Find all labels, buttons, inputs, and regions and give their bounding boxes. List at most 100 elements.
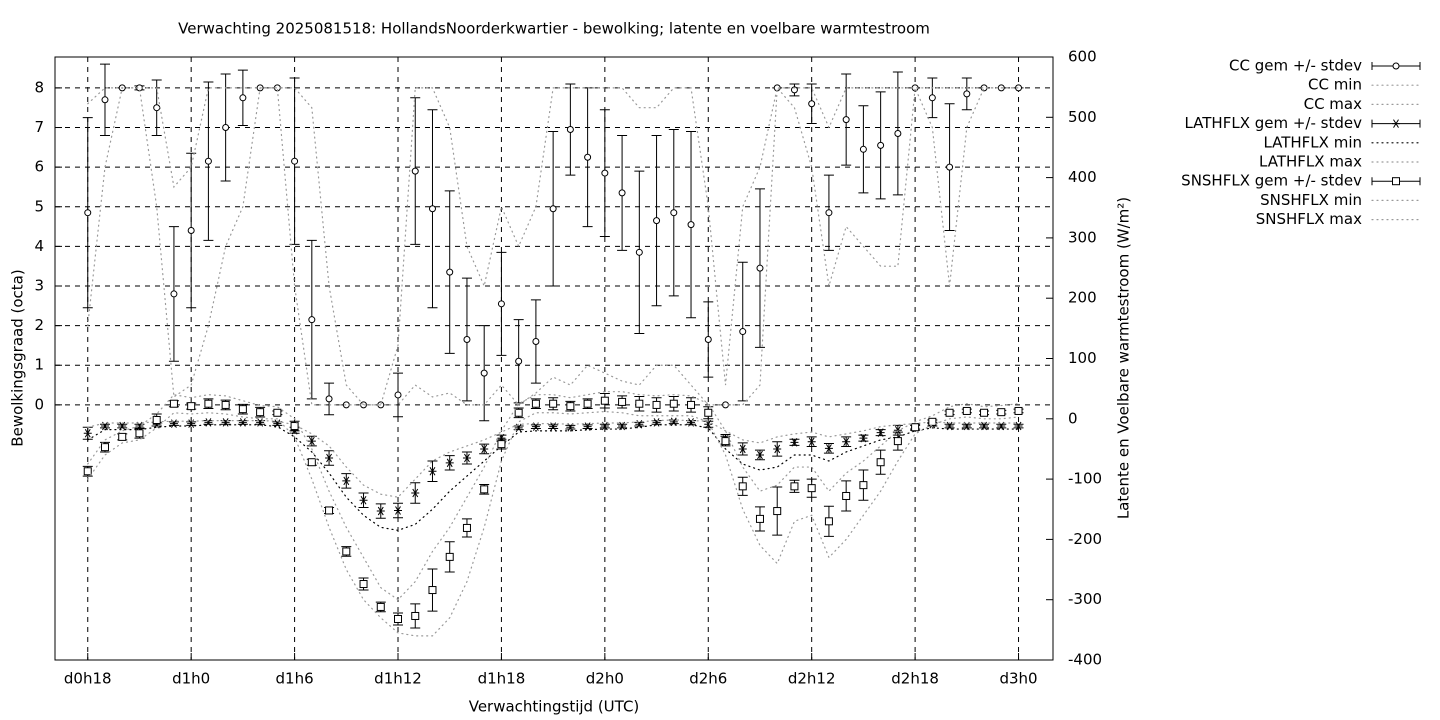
marker xyxy=(739,328,747,336)
marker xyxy=(462,523,471,532)
marker xyxy=(445,458,454,468)
marker xyxy=(808,100,816,108)
marker xyxy=(463,335,471,343)
marker xyxy=(911,423,920,432)
x-tick-label: d2h12 xyxy=(788,670,836,688)
marker xyxy=(187,227,195,235)
marker xyxy=(170,290,178,298)
marker xyxy=(618,189,626,197)
min-max-line xyxy=(87,391,1020,601)
marker xyxy=(480,444,489,454)
marker xyxy=(204,157,212,165)
marker xyxy=(670,209,678,217)
marker xyxy=(945,408,954,417)
y2-tick-label: -200 xyxy=(1068,530,1102,548)
marker xyxy=(342,547,351,556)
y-tick-label: 5 xyxy=(34,197,44,215)
min-max-line xyxy=(87,419,1020,498)
marker xyxy=(825,209,833,217)
marker xyxy=(497,300,505,308)
legend-label: SNSHFLX max xyxy=(1256,210,1362,228)
marker xyxy=(428,586,437,595)
marker xyxy=(83,429,92,438)
marker xyxy=(635,399,644,408)
marker xyxy=(704,408,713,417)
legend-label: CC gem +/- stdev xyxy=(1229,57,1362,75)
y-tick-label: 4 xyxy=(34,237,44,255)
marker xyxy=(807,437,816,446)
marker xyxy=(169,399,178,408)
marker xyxy=(618,397,627,406)
marker xyxy=(790,482,799,491)
marker xyxy=(359,495,368,505)
marker xyxy=(256,408,265,417)
marker xyxy=(859,145,867,153)
marker xyxy=(411,488,420,498)
y2-tick-label: -300 xyxy=(1068,590,1102,608)
marker xyxy=(308,316,316,324)
marker xyxy=(325,506,334,515)
marker xyxy=(101,96,109,104)
marker xyxy=(100,443,109,452)
y2-tick-label: 600 xyxy=(1068,48,1097,66)
marker xyxy=(152,416,161,425)
marker xyxy=(532,337,540,345)
marker xyxy=(963,90,971,98)
legend-label: LATHFLX max xyxy=(1259,153,1362,171)
marker xyxy=(118,421,127,431)
marker xyxy=(135,429,144,438)
y2-tick-label: 200 xyxy=(1068,289,1097,307)
marker xyxy=(411,611,420,620)
marker xyxy=(153,104,161,112)
legend-label: SNSHFLX min xyxy=(1260,191,1362,209)
marker xyxy=(514,408,523,417)
marker xyxy=(652,400,661,409)
y2-tick-label: -100 xyxy=(1068,470,1102,488)
marker xyxy=(824,517,833,526)
marker xyxy=(980,408,989,417)
min-max-line xyxy=(87,410,1020,637)
marker xyxy=(962,406,971,415)
marker xyxy=(1014,406,1023,415)
y-tick-label: 7 xyxy=(34,118,44,136)
marker xyxy=(859,433,868,443)
marker xyxy=(894,129,902,137)
marker xyxy=(256,418,265,427)
marker xyxy=(859,481,868,490)
marker xyxy=(411,167,419,175)
marker xyxy=(721,437,730,446)
marker xyxy=(239,94,247,102)
marker xyxy=(566,126,574,134)
marker xyxy=(445,552,454,561)
y2-tick-label: 300 xyxy=(1068,228,1097,246)
marker xyxy=(84,209,92,217)
marker xyxy=(446,268,454,276)
marker xyxy=(601,169,609,177)
y2-tick-label: 100 xyxy=(1068,349,1097,367)
marker xyxy=(790,438,799,447)
marker xyxy=(428,466,437,476)
marker xyxy=(83,467,92,476)
marker xyxy=(325,395,333,403)
marker xyxy=(359,580,368,589)
y-tick-label: 1 xyxy=(34,356,44,374)
marker xyxy=(807,484,816,493)
marker xyxy=(342,476,351,486)
y2-axis-label: Latente en Voelbare warmtestroom (W/m²) xyxy=(1115,197,1133,519)
marker xyxy=(291,157,299,165)
marker xyxy=(222,124,230,132)
marker xyxy=(687,221,695,229)
x-tick-label: d3h0 xyxy=(999,670,1037,688)
marker xyxy=(669,399,678,408)
marker xyxy=(118,432,127,441)
x-tick-label: d2h6 xyxy=(689,670,727,688)
marker xyxy=(738,482,747,491)
marker xyxy=(376,602,385,611)
marker xyxy=(394,614,403,623)
marker xyxy=(1015,84,1023,92)
marker xyxy=(877,141,885,149)
y-tick-label: 6 xyxy=(34,158,44,176)
legend-symbol xyxy=(1392,119,1400,128)
